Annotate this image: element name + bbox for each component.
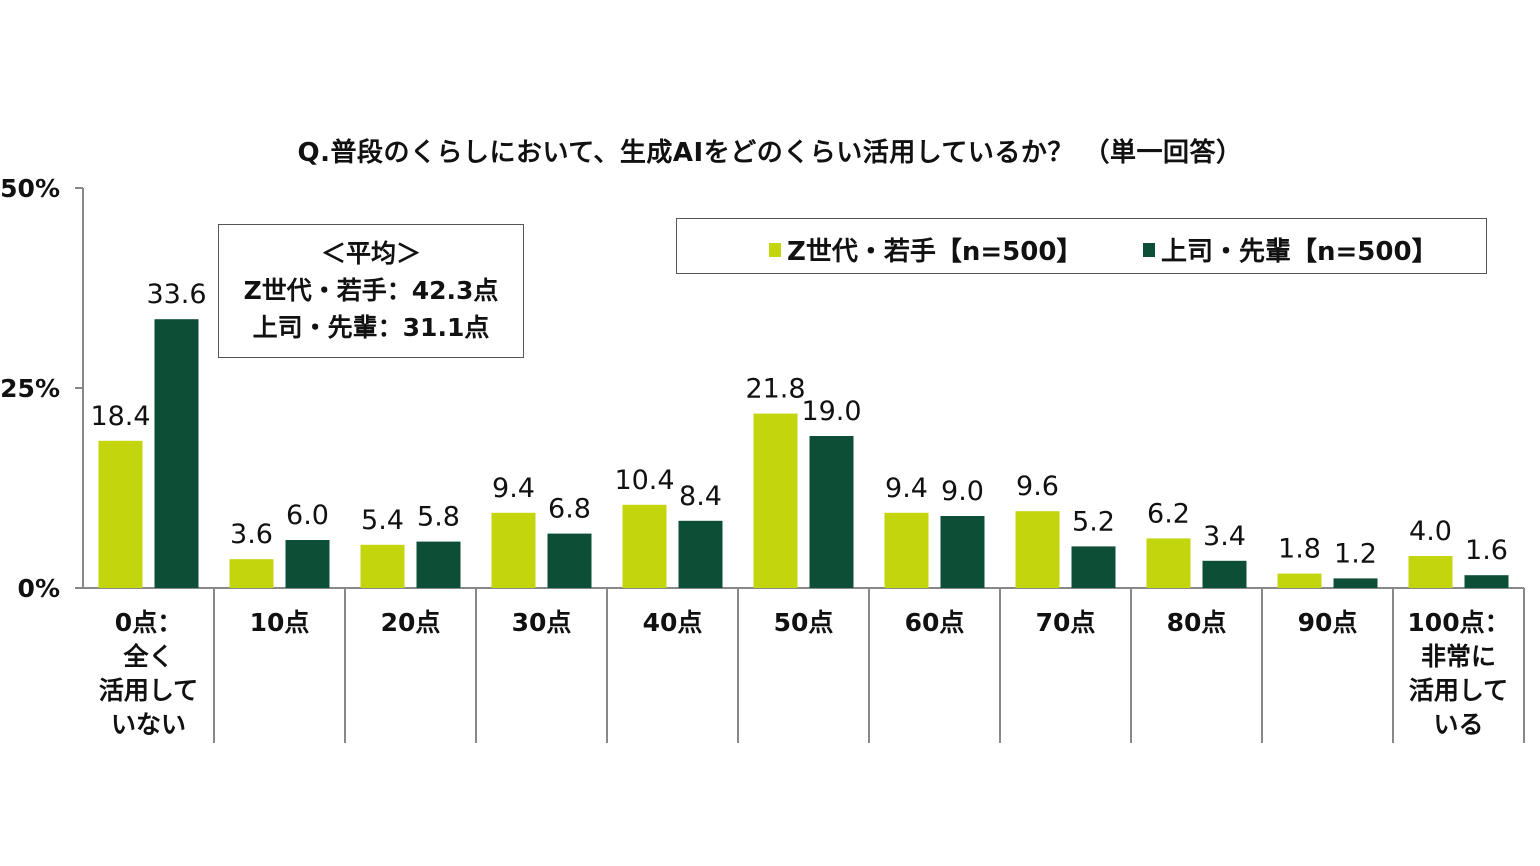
data-label-series1: 1.8 [1278, 534, 1321, 565]
x-tick-label: 60点 [904, 608, 965, 637]
data-label-series1: 9.6 [1016, 471, 1059, 502]
data-label-series2: 33.6 [146, 279, 206, 310]
data-label-series2: 5.8 [417, 502, 460, 533]
data-label-series1: 9.4 [492, 473, 535, 504]
data-label-series1: 3.6 [230, 519, 273, 550]
data-label-series2: 3.4 [1203, 521, 1246, 552]
data-label-series2: 5.2 [1072, 506, 1115, 537]
chart-title: Q.普段のくらしにおいて、生成AIをどのくらい活用しているか？ （単一回答） [297, 138, 1243, 168]
bar-series2 [285, 540, 330, 588]
bar-series2 [1202, 560, 1247, 588]
x-tick-label: 20点 [380, 608, 441, 637]
bar-series1 [491, 512, 536, 588]
data-label-series1: 4.0 [1409, 516, 1452, 547]
bar-series1 [884, 512, 929, 588]
data-label-series1: 18.4 [90, 401, 150, 432]
x-tick-label: 90点 [1297, 608, 1358, 637]
bar-series1 [360, 544, 405, 588]
data-label-series2: 1.2 [1334, 538, 1377, 569]
legend-swatch-series1 [769, 242, 781, 257]
bar-series1 [1146, 538, 1191, 588]
data-label-series2: 6.8 [548, 494, 591, 525]
x-tick-label: 40点 [642, 608, 703, 637]
x-tick-label: 70点 [1035, 608, 1096, 637]
bar-series1 [98, 440, 143, 588]
data-label-series1: 5.4 [361, 505, 404, 536]
legend: Z世代・若手【n=500】 上司・先輩【n=500】 [676, 218, 1487, 274]
average-box: ＜平均＞ Z世代・若手：42.3点 上司・先輩：31.1点 [218, 224, 524, 358]
legend-item-series1: Z世代・若手【n=500】 [769, 231, 1082, 268]
bar-series2 [1333, 578, 1378, 588]
bar-series2 [1071, 546, 1116, 588]
data-label-series1: 21.8 [745, 374, 805, 405]
y-tick-label: 25% [0, 374, 60, 403]
x-tick-label: 100点： 非常に 活用して いる [1407, 608, 1510, 739]
x-tick-label: 10点 [249, 608, 310, 637]
y-tick-label: 50% [0, 174, 60, 203]
bar-series1 [753, 413, 798, 588]
bar-series1 [229, 559, 274, 588]
data-label-series1: 9.4 [885, 473, 928, 504]
data-label-series2: 1.6 [1465, 535, 1508, 566]
bar-series2 [809, 436, 854, 588]
bar-series1 [622, 504, 667, 588]
data-label-series2: 6.0 [286, 500, 329, 531]
x-tick-label: 50点 [773, 608, 834, 637]
bar-series2 [1464, 575, 1509, 588]
legend-swatch-series2 [1143, 242, 1155, 257]
data-label-series1: 10.4 [614, 465, 674, 496]
legend-label-series1: Z世代・若手【n=500】 [787, 237, 1083, 267]
average-heading: ＜平均＞ [320, 239, 421, 268]
data-label-series2: 8.4 [679, 481, 722, 512]
bar-series2 [940, 516, 985, 588]
x-tick-label: 80点 [1166, 608, 1227, 637]
bar-series1 [1408, 556, 1453, 588]
x-tick-label: 0点： 全く 活用して いない [98, 608, 199, 739]
bar-series2 [416, 541, 461, 588]
legend-item-series2: 上司・先輩【n=500】 [1143, 231, 1438, 268]
bar-series2 [154, 319, 199, 588]
data-label-series2: 9.0 [941, 476, 984, 507]
average-line-boss: 上司・先輩：31.1点 [252, 313, 490, 342]
average-line-z: Z世代・若手：42.3点 [243, 276, 499, 305]
bar-series1 [1015, 511, 1060, 588]
bar-series1 [1277, 573, 1322, 588]
x-tick-label: 30点 [511, 608, 572, 637]
y-tick-label: 0% [18, 574, 60, 603]
data-label-series1: 6.2 [1147, 498, 1190, 529]
bar-series2 [547, 533, 592, 588]
legend-label-series2: 上司・先輩【n=500】 [1161, 237, 1438, 267]
bar-series2 [678, 520, 723, 588]
data-label-series2: 19.0 [801, 396, 861, 427]
